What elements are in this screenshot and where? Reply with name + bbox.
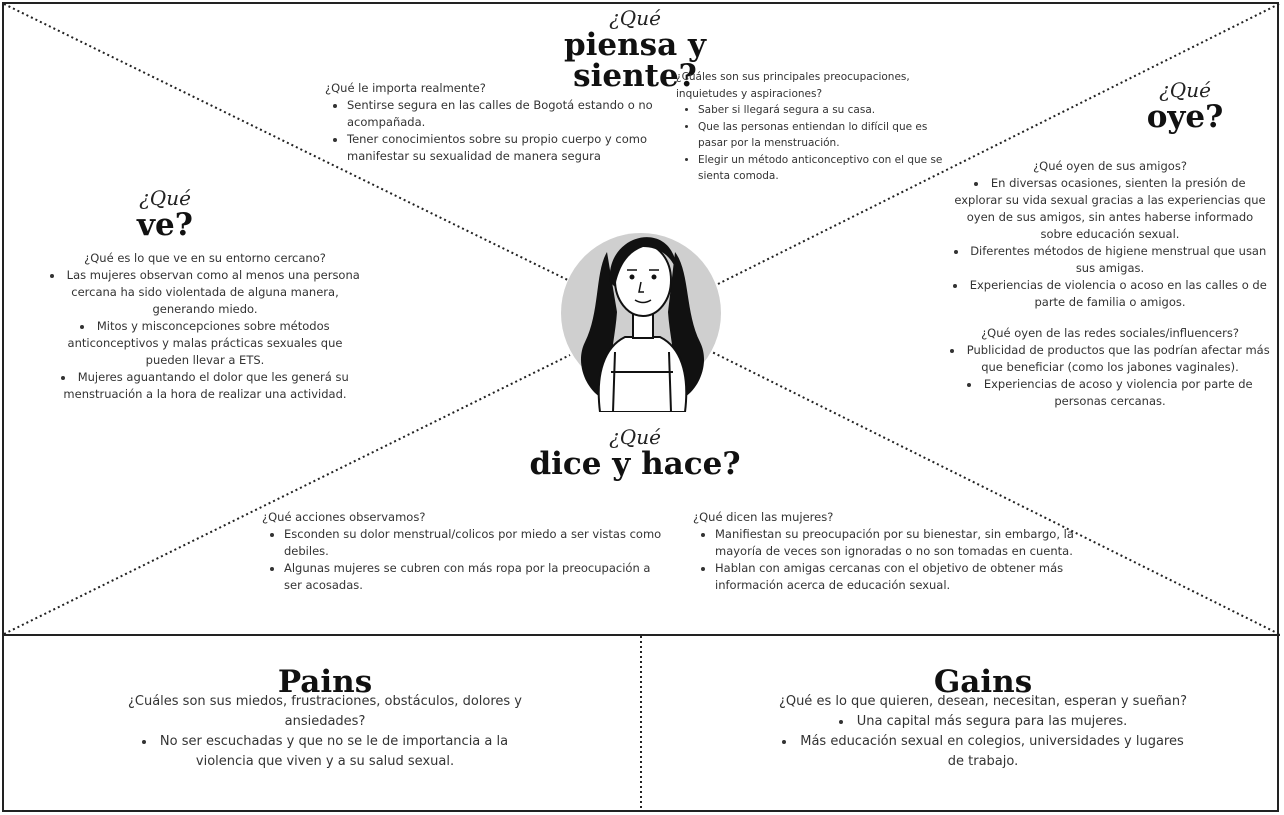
diagonal-bottom-left — [3, 354, 571, 635]
say-do-title: dice y hace? — [529, 446, 741, 482]
list-item: Una capital más segura para las mujeres. — [778, 712, 1188, 732]
list-item: Hablan con amigas cercanas con el objeti… — [715, 560, 1113, 594]
hear-friends-question: ¿Qué oyen de sus amigos? — [1033, 159, 1187, 173]
say-do-right-block: ¿Qué dicen las mujeres? Manifiestan su p… — [693, 509, 1113, 594]
see-block: ¿Qué es lo que ve en su entorno cercano?… — [45, 250, 365, 403]
think-feel-title: piensa y siente? — [563, 27, 707, 94]
think-feel-left-block: ¿Qué le importa realmente? Sentirse segu… — [325, 80, 655, 165]
list-item: No ser escuchadas y que no se le de impo… — [125, 732, 525, 772]
gains-title: Gains — [933, 664, 1033, 700]
think-feel-left-question: ¿Qué le importa realmente? — [325, 81, 486, 95]
list-item: Diferentes métodos de higiene menstrual … — [950, 243, 1270, 277]
hear-prefix: ¿Qué — [1159, 78, 1211, 102]
see-heading: ¿Qué ve? — [110, 186, 220, 241]
hear-social-question: ¿Qué oyen de las redes sociales/influenc… — [981, 326, 1239, 340]
list-item: Experiencias de violencia o acoso en las… — [950, 277, 1270, 311]
diagonal-bottom-right — [711, 351, 1280, 635]
think-feel-right-question: ¿Cuáles son sus principales preocupacion… — [676, 71, 910, 100]
see-question: ¿Qué es lo que ve en su entorno cercano? — [84, 251, 326, 265]
think-feel-heading: ¿Qué piensa y siente? — [520, 6, 750, 92]
list-item: Manifiestan su preocupación por su biene… — [715, 526, 1113, 560]
list-item: Que las personas entiendan lo difícil qu… — [698, 119, 954, 152]
diagonal-top-left — [3, 3, 579, 286]
see-title: ve? — [137, 207, 193, 243]
list-item: Publicidad de productos que las podrían … — [950, 342, 1270, 376]
list-item: Mujeres aguantando el dolor que les gene… — [45, 369, 365, 403]
gains-section: Gains ¿Qué es lo que quieren, desean, ne… — [778, 664, 1188, 772]
pains-section: Pains ¿Cuáles son sus miedos, frustracio… — [125, 664, 525, 772]
pains-question: ¿Cuáles son sus miedos, frustraciones, o… — [127, 694, 523, 729]
hear-block: ¿Qué oyen de sus amigos? En diversas oca… — [950, 158, 1270, 410]
list-item: Experiencias de acoso y violencia por pa… — [950, 376, 1270, 410]
say-do-right-question: ¿Qué dicen las mujeres? — [693, 510, 834, 524]
woman-avatar-icon — [561, 233, 721, 412]
say-do-heading: ¿Qué dice y hace? — [520, 425, 750, 480]
think-feel-prefix: ¿Qué — [609, 6, 661, 30]
list-item: Sentirse segura en las calles de Bogotá … — [347, 97, 655, 131]
list-item: Mitos y misconcepciones sobre métodos an… — [45, 318, 365, 369]
list-item: Elegir un método anticonceptivo con el q… — [698, 152, 954, 185]
think-feel-right-block: ¿Cuáles son sus principales preocupacion… — [676, 69, 954, 185]
list-item: Las mujeres observan como al menos una p… — [45, 267, 365, 318]
list-item: Algunas mujeres se cubren con más ropa p… — [284, 560, 667, 594]
say-do-left-block: ¿Qué acciones observamos? Esconden su do… — [262, 509, 667, 594]
hear-heading: ¿Qué oye? — [1130, 78, 1240, 133]
see-prefix: ¿Qué — [139, 186, 191, 210]
list-item: Esconden su dolor menstrual/colicos por … — [284, 526, 667, 560]
list-item: En diversas ocasiones, sienten la presió… — [950, 175, 1270, 243]
pains-title: Pains — [277, 664, 373, 700]
hear-title: oye? — [1146, 99, 1224, 135]
list-item: Más educación sexual en colegios, univer… — [778, 732, 1188, 772]
list-item: Tener conocimientos sobre su propio cuer… — [347, 131, 655, 165]
say-do-left-question: ¿Qué acciones observamos? — [262, 510, 426, 524]
list-item: Saber si llegará segura a su casa. — [698, 102, 954, 119]
gains-question: ¿Qué es lo que quieren, desean, necesita… — [778, 694, 1188, 709]
say-do-prefix: ¿Qué — [609, 425, 661, 449]
